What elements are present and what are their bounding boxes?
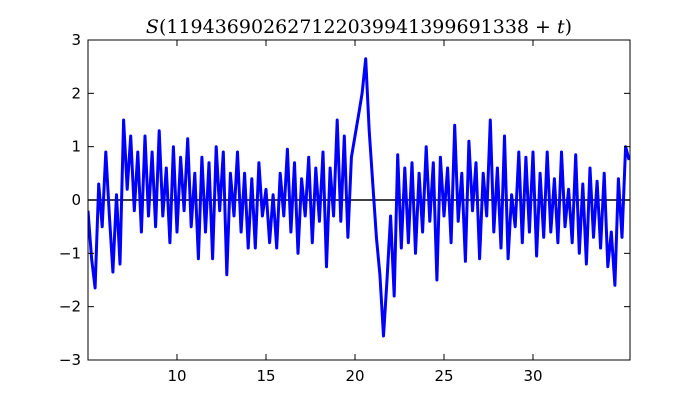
- x-tick-label: 25: [434, 367, 453, 385]
- x-tick-label: 30: [523, 367, 542, 385]
- x-tick-label: 10: [167, 367, 186, 385]
- y-tick-label: −3: [59, 351, 81, 369]
- y-tick-label: −2: [59, 298, 81, 316]
- y-tick-label: −1: [59, 244, 81, 262]
- x-tick-label: 15: [256, 367, 275, 385]
- y-tick-label: 3: [71, 31, 81, 49]
- plot-area: [88, 57, 630, 338]
- series-line-0: [88, 57, 630, 338]
- x-tick-label: 20: [345, 367, 364, 385]
- axes: 10 15 20 25 30 −3 −2 −1 0 1 2 3: [59, 31, 631, 385]
- y-tick-label: 0: [71, 191, 81, 209]
- chart-title: S(119436902627122039941399691338 + t): [146, 16, 572, 38]
- y-tick-label: 2: [71, 84, 81, 102]
- y-tick-label: 1: [71, 138, 81, 156]
